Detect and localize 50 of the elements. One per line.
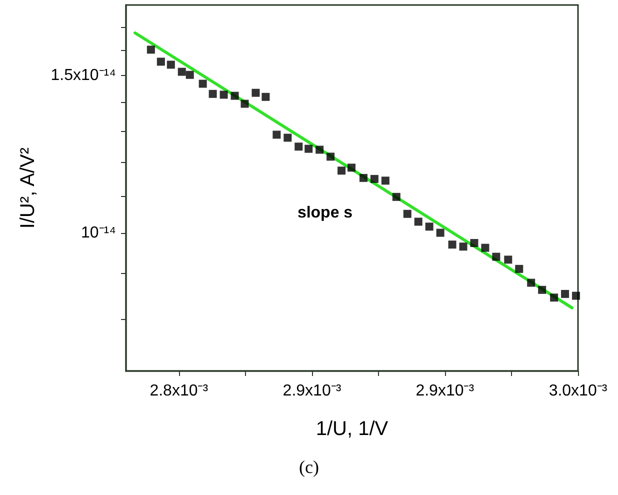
point	[492, 252, 500, 261]
point	[381, 176, 390, 185]
point	[403, 210, 412, 218]
point	[338, 166, 346, 175]
point	[425, 222, 434, 231]
point	[348, 164, 356, 172]
point	[198, 80, 207, 88]
point	[178, 68, 186, 76]
point	[146, 46, 155, 54]
point	[470, 238, 478, 247]
x-axis-title: 1/U, 1/V	[316, 418, 389, 440]
point	[284, 134, 292, 142]
point	[392, 192, 400, 201]
x-tick-label: 2.9x10⁻³	[416, 382, 475, 400]
point	[504, 256, 512, 264]
point	[186, 70, 194, 79]
point	[538, 286, 546, 294]
point	[262, 92, 270, 101]
point	[572, 292, 580, 300]
point	[304, 144, 313, 153]
point	[481, 244, 490, 252]
y-axis-title: I/U², A/V²	[17, 147, 39, 229]
point	[561, 290, 570, 298]
point	[370, 174, 378, 183]
point	[294, 142, 303, 151]
point	[326, 152, 335, 161]
point	[515, 264, 524, 273]
point	[166, 60, 175, 69]
annotation: slope s	[297, 204, 353, 222]
point	[156, 58, 165, 66]
point	[459, 242, 468, 251]
point	[220, 90, 228, 99]
point	[527, 278, 536, 287]
point	[448, 240, 456, 249]
point	[550, 294, 558, 302]
text: (c)	[299, 457, 319, 477]
y-tick-label: 1.5x10⁻¹⁴	[50, 67, 116, 84]
point	[436, 228, 444, 237]
y-tick-label: 10⁻¹⁴	[81, 224, 116, 242]
point	[252, 88, 260, 97]
point	[230, 92, 239, 100]
point	[240, 100, 249, 108]
point	[359, 174, 368, 182]
x-tick-label: 2.8x10⁻³	[150, 382, 209, 400]
point	[316, 146, 324, 154]
x-tick-label: 2.9x10⁻³	[282, 382, 342, 400]
point	[414, 218, 422, 226]
point	[272, 130, 281, 139]
x-tick-label: 3.0x10⁻³	[548, 382, 608, 400]
point	[208, 90, 217, 98]
